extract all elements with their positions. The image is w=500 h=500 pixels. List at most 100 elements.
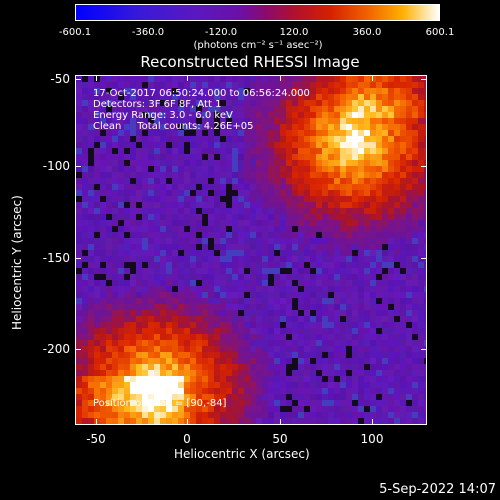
image-pixel	[208, 328, 214, 334]
image-pixel	[268, 364, 274, 370]
image-pixel	[394, 94, 400, 100]
image-pixel	[190, 244, 196, 250]
image-pixel	[376, 136, 382, 142]
image-pixel	[118, 418, 124, 424]
image-pixel	[322, 256, 328, 262]
image-pixel	[286, 94, 292, 100]
image-pixel	[124, 316, 130, 322]
image-pixel	[298, 130, 304, 136]
image-pixel	[304, 298, 310, 304]
image-pixel	[88, 328, 94, 334]
image-pixel	[322, 208, 328, 214]
image-pixel	[208, 310, 214, 316]
image-pixel	[82, 370, 88, 376]
image-pixel	[112, 274, 118, 280]
image-pixel	[160, 184, 166, 190]
image-pixel	[136, 322, 142, 328]
image-pixel	[388, 220, 394, 226]
image-pixel	[136, 304, 142, 310]
image-pixel	[166, 418, 172, 424]
image-pixel	[190, 352, 196, 358]
image-pixel	[292, 394, 298, 400]
image-pixel	[292, 346, 298, 352]
image-pixel	[322, 316, 328, 322]
image-pixel	[214, 406, 220, 412]
image-pixel	[310, 160, 316, 166]
image-pixel	[376, 400, 382, 406]
image-pixel	[382, 364, 388, 370]
image-pixel	[400, 76, 406, 82]
image-pixel	[286, 208, 292, 214]
image-pixel	[316, 322, 322, 328]
image-pixel	[166, 166, 172, 172]
image-pixel	[274, 118, 280, 124]
image-pixel	[346, 238, 352, 244]
image-pixel	[142, 130, 148, 136]
image-pixel	[424, 178, 426, 184]
image-pixel	[280, 220, 286, 226]
image-pixel	[130, 364, 136, 370]
image-pixel	[370, 322, 376, 328]
image-pixel	[160, 412, 166, 418]
image-pixel	[310, 262, 316, 268]
image-pixel	[286, 118, 292, 124]
image-pixel	[154, 310, 160, 316]
image-pixel	[154, 142, 160, 148]
image-pixel	[244, 388, 250, 394]
image-pixel	[214, 274, 220, 280]
image-pixel	[268, 232, 274, 238]
image-pixel	[76, 178, 82, 184]
image-pixel	[358, 172, 364, 178]
image-pixel	[418, 124, 424, 130]
image-pixel	[190, 202, 196, 208]
image-pixel	[106, 112, 112, 118]
image-pixel	[400, 376, 406, 382]
image-pixel	[346, 190, 352, 196]
image-pixel	[226, 88, 232, 94]
image-pixel	[142, 394, 148, 400]
image-pixel	[382, 244, 388, 250]
image-pixel	[130, 238, 136, 244]
image-pixel	[226, 184, 232, 190]
image-pixel	[358, 310, 364, 316]
image-pixel	[358, 418, 364, 424]
image-pixel	[376, 178, 382, 184]
image-pixel	[262, 274, 268, 280]
image-pixel	[196, 232, 202, 238]
image-pixel	[304, 184, 310, 190]
image-pixel	[130, 346, 136, 352]
image-pixel	[94, 82, 100, 88]
image-pixel	[178, 196, 184, 202]
image-pixel	[100, 250, 106, 256]
image-pixel	[148, 364, 154, 370]
image-pixel	[232, 310, 238, 316]
image-pixel	[238, 214, 244, 220]
image-pixel	[316, 208, 322, 214]
image-pixel	[406, 112, 412, 118]
image-pixel	[412, 82, 418, 88]
image-pixel	[184, 94, 190, 100]
image-pixel	[298, 100, 304, 106]
image-pixel	[328, 232, 334, 238]
image-pixel	[136, 130, 142, 136]
image-pixel	[178, 346, 184, 352]
image-pixel	[406, 268, 412, 274]
image-pixel	[280, 82, 286, 88]
image-pixel	[82, 412, 88, 418]
image-pixel	[148, 142, 154, 148]
image-pixel	[214, 100, 220, 106]
image-pixel	[412, 220, 418, 226]
image-pixel	[298, 310, 304, 316]
image-pixel	[136, 166, 142, 172]
image-pixel	[232, 154, 238, 160]
image-pixel	[424, 304, 426, 310]
image-pixel	[394, 340, 400, 346]
image-pixel	[166, 112, 172, 118]
image-pixel	[364, 358, 370, 364]
image-pixel	[232, 226, 238, 232]
image-pixel	[232, 196, 238, 202]
image-pixel	[220, 328, 226, 334]
image-pixel	[286, 376, 292, 382]
image-pixel	[148, 214, 154, 220]
image-pixel	[142, 292, 148, 298]
